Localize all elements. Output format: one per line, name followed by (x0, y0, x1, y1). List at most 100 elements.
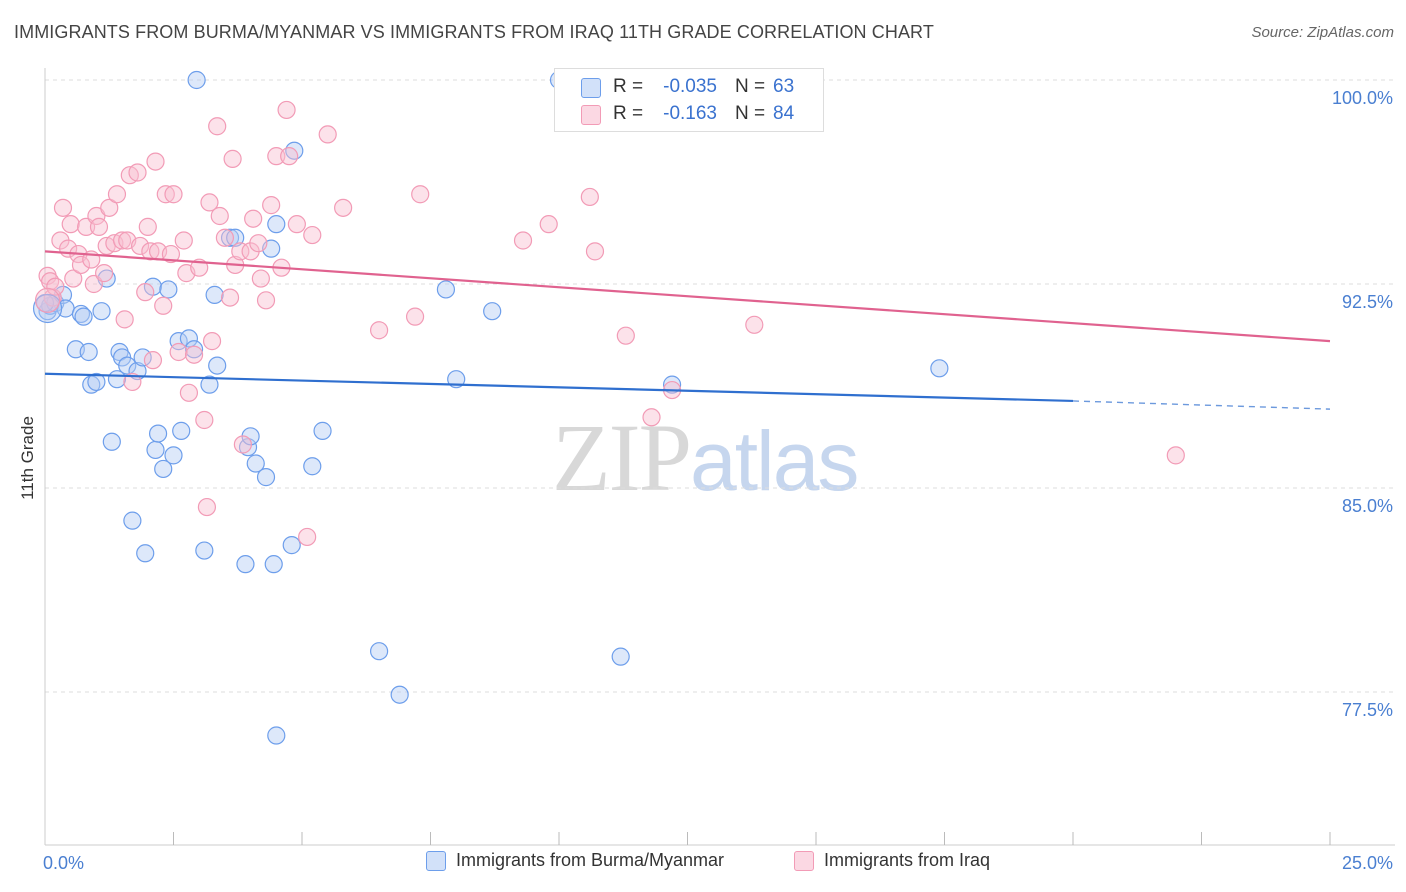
trend-line-iraq (44, 250, 1331, 343)
data-point-burma (390, 685, 409, 704)
axes (44, 68, 1395, 846)
data-point-burma (662, 375, 682, 394)
data-point-burma (236, 555, 255, 574)
data-point-iraq (184, 345, 204, 364)
data-point-iraq (130, 236, 150, 256)
data-point-burma (246, 454, 265, 473)
data-point-iraq (513, 231, 533, 250)
y-axis-title: 11th Grade (18, 416, 37, 500)
data-point-iraq (256, 291, 276, 310)
data-point-burma (82, 375, 101, 394)
data-point-iraq (64, 269, 83, 288)
data-point-iraq (370, 321, 389, 340)
data-point-iraq (154, 296, 173, 315)
data-point-iraq (195, 410, 214, 430)
data-point-burma (282, 536, 301, 555)
data-point-iraq (210, 206, 229, 226)
data-point-iraq (179, 383, 199, 402)
data-point-iraq (585, 242, 605, 261)
stats-n-label: N = (735, 76, 766, 97)
axis-labels: 100.0% 92.5% 85.0% 77.5% 0.0% 25.0% 11th Grade (18, 88, 1393, 873)
data-point-burma (172, 421, 191, 440)
data-point-iraq (318, 125, 337, 144)
data-point-iraq (202, 332, 222, 351)
data-point-burma (187, 70, 206, 90)
data-point-iraq (61, 215, 80, 234)
chart-title: IMMIGRANTS FROM BURMA/MYANMAR VS IMMIGRA… (14, 22, 934, 42)
data-point-iraq (287, 215, 306, 234)
stats-swatch-iraq (581, 105, 601, 125)
trend-lines (44, 250, 1331, 410)
data-point-iraq (174, 231, 193, 250)
data-point-iraq (161, 244, 181, 264)
data-point-iraq (267, 147, 286, 166)
data-point-burma (123, 511, 142, 530)
data-point-burma (136, 544, 155, 563)
data-point-burma (436, 280, 456, 299)
data-point-burma (133, 348, 152, 367)
data-point-burma (195, 541, 214, 560)
data-point-burma (79, 342, 98, 362)
data-point-iraq (143, 351, 163, 370)
data-point-burma (148, 424, 168, 443)
trend-line-burma (44, 372, 1074, 403)
stats-n-value: 63 (773, 76, 795, 97)
data-point-iraq (745, 315, 764, 334)
legend-swatch-iraq (794, 850, 814, 871)
data-point-iraq (616, 326, 635, 345)
data-point-iraq (233, 435, 252, 454)
data-point-iraq (138, 217, 157, 236)
data-point-iraq (539, 215, 558, 234)
legend-label-burma: Immigrants from Burma/Myanmar (456, 850, 725, 870)
data-point-iraq (141, 242, 160, 261)
data-point-iraq (277, 100, 296, 120)
stats-r-value: -0.163 (663, 103, 717, 124)
data-point-iraq (107, 185, 127, 204)
stats-r-label: R = (613, 76, 644, 97)
data-point-iraq (208, 117, 227, 136)
data-point-iraq (215, 228, 234, 247)
x-tick-label: 0.0% (43, 853, 84, 873)
data-point-burma (205, 285, 224, 304)
data-point-burma (118, 356, 137, 375)
legend-label-iraq: Immigrants from Iraq (824, 850, 991, 870)
data-point-iraq (71, 255, 91, 275)
data-point-iraq (249, 234, 268, 253)
data-point-burma (267, 726, 286, 745)
data-point-burma (154, 459, 173, 479)
data-point-burma (32, 293, 63, 324)
source-label: Source: ZipAtlas.com (1251, 24, 1394, 41)
data-point-iraq (169, 342, 188, 362)
data-point-iraq (197, 497, 217, 517)
legend-swatch-burma (426, 850, 446, 871)
data-point-burma (256, 468, 276, 487)
stats-n-label: N = (735, 103, 766, 124)
data-point-iraq (405, 307, 425, 326)
data-point-iraq (112, 231, 132, 250)
legend-item-burma[interactable]: Immigrants from Burma/Myanmar (426, 850, 724, 871)
data-point-iraq (53, 198, 73, 217)
data-point-burma (74, 307, 93, 326)
data-point-burma (92, 302, 111, 321)
data-point-iraq (115, 310, 134, 329)
data-point-iraq (231, 242, 250, 261)
data-point-burma (267, 215, 286, 234)
data-point-burma (179, 329, 199, 348)
data-point-iraq (642, 408, 661, 427)
data-point-iraq (146, 152, 165, 171)
grid-lines (45, 79, 1395, 693)
data-point-burma (611, 647, 630, 666)
data-point-iraq (34, 287, 61, 313)
data-point-iraq (1166, 446, 1185, 465)
data-point-burma (238, 438, 258, 457)
data-point-iraq (220, 288, 240, 307)
legend-item-iraq[interactable]: Immigrants from Iraq (794, 850, 990, 871)
stats-r-label: R = (613, 103, 644, 124)
stats-row-burma: R = -0.035 N = 63 (555, 74, 823, 101)
data-point-iraq (100, 198, 119, 217)
y-tick-label: 100.0% (1332, 88, 1393, 108)
data-point-burma (313, 421, 332, 440)
data-point-burma (169, 332, 188, 351)
data-point-iraq (223, 149, 242, 168)
